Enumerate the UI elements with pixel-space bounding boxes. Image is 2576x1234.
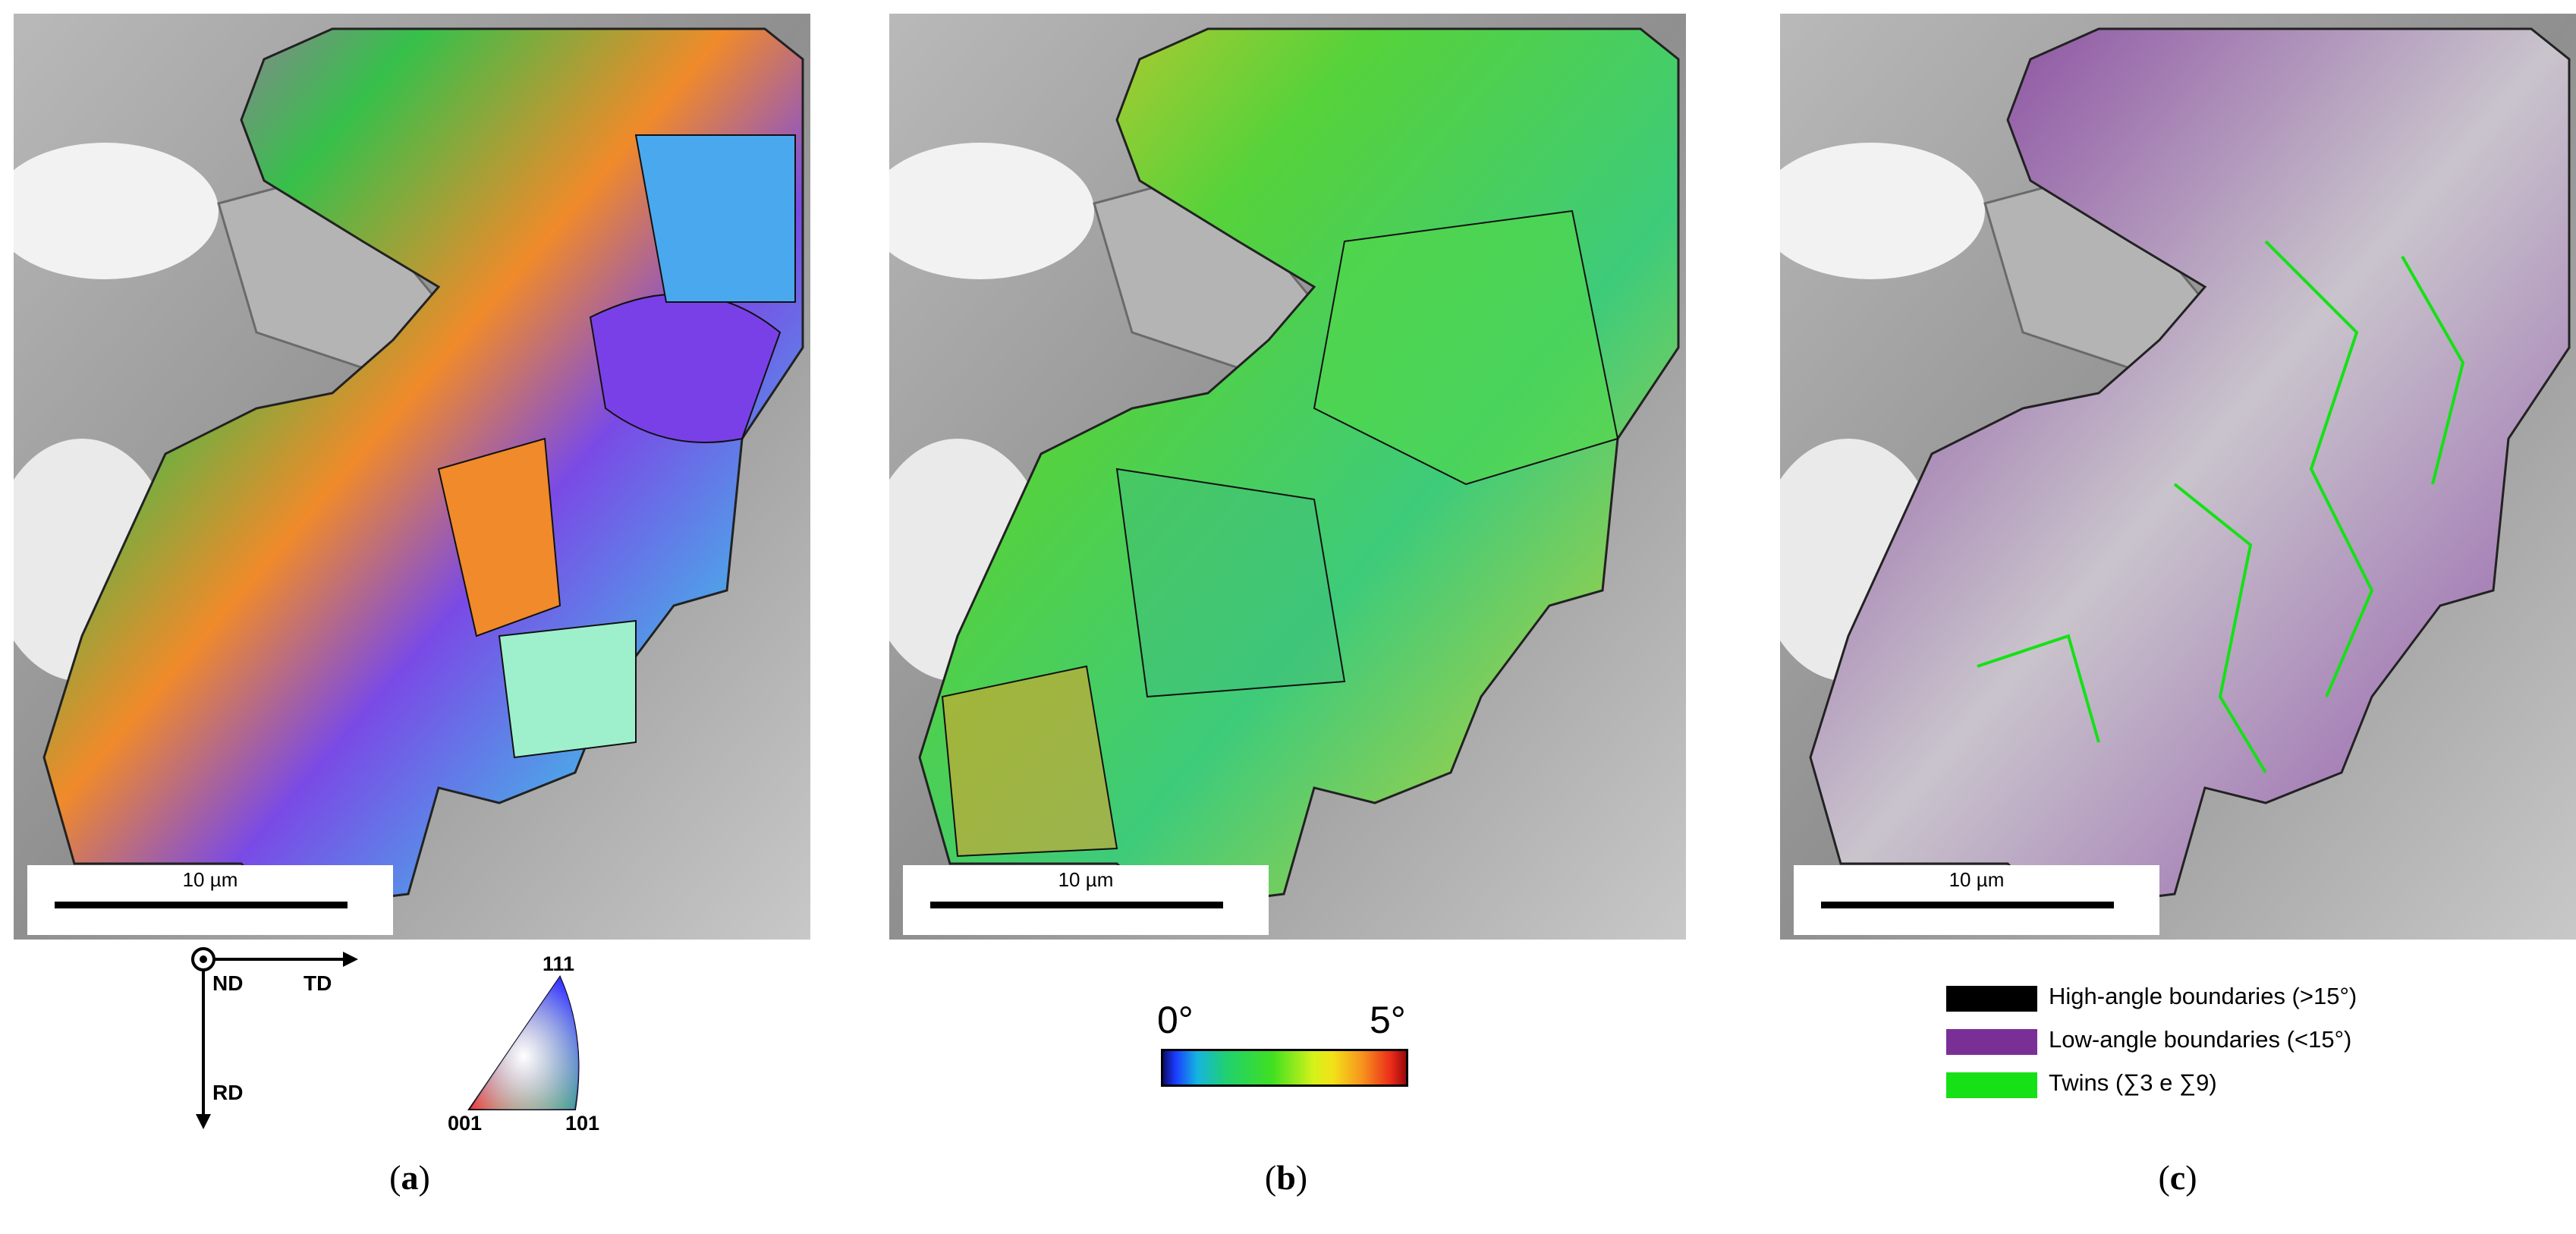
rd-label: RD bbox=[212, 1081, 244, 1104]
kam-color-bar bbox=[1161, 1049, 1408, 1087]
caption-letter: a bbox=[401, 1158, 419, 1197]
boundary-map-panel: 10 µm bbox=[1780, 14, 2576, 940]
legend-swatch bbox=[1946, 1072, 2037, 1098]
legend-label: High-angle boundaries (>15°) bbox=[2049, 983, 2357, 1009]
ipf-label-001: 001 bbox=[448, 1112, 483, 1135]
scale-bar-line bbox=[930, 902, 1223, 908]
kam-color-legend: 0° 5° bbox=[1157, 998, 1415, 1087]
caption-a: (a) bbox=[334, 1157, 486, 1198]
ipf-map-image bbox=[14, 14, 810, 940]
scale-bar-line bbox=[1821, 902, 2114, 908]
scale-bar-label: 10 µm bbox=[182, 868, 238, 891]
caption-paren-close: ) bbox=[1295, 1158, 1308, 1197]
kam-map-image bbox=[889, 14, 1686, 940]
sample-axes-arrows bbox=[191, 947, 358, 1129]
ipf-triangle bbox=[467, 974, 580, 1110]
kam-min-label: 0° bbox=[1157, 999, 1194, 1041]
scale-bar: 10 µm bbox=[1794, 865, 2159, 935]
scale-bar: 10 µm bbox=[903, 865, 1269, 935]
legend-label: Twins (∑3 e ∑9) bbox=[2049, 1069, 2217, 1096]
scale-bar-label: 10 µm bbox=[1949, 868, 2005, 891]
boundary-map-image bbox=[1780, 14, 2576, 940]
boundary-legend: High-angle boundaries (>15°) Low-angle b… bbox=[1946, 983, 2523, 1112]
ipf-color-key: 111 001 101 bbox=[448, 952, 599, 1135]
nd-label: ND bbox=[212, 971, 244, 995]
td-label: TD bbox=[304, 971, 332, 995]
caption-paren-open: ( bbox=[1264, 1158, 1277, 1197]
kam-max-label: 5° bbox=[1370, 999, 1406, 1041]
scale-bar: 10 µm bbox=[27, 865, 393, 935]
ipf-label-101: 101 bbox=[565, 1112, 600, 1135]
legend-swatch bbox=[1946, 986, 2037, 1012]
ipf-map-panel: 10 µm bbox=[14, 14, 810, 940]
caption-letter: b bbox=[1276, 1158, 1296, 1197]
sample-axes: ND TD RD bbox=[167, 933, 364, 1138]
caption-paren-open: ( bbox=[2158, 1158, 2170, 1197]
caption-paren-open: ( bbox=[389, 1158, 401, 1197]
legend-swatch bbox=[1946, 1029, 2037, 1055]
caption-c: (c) bbox=[2102, 1157, 2254, 1198]
legend-label: Low-angle boundaries (<15°) bbox=[2049, 1026, 2352, 1053]
caption-paren-close: ) bbox=[418, 1158, 430, 1197]
caption-b: (b) bbox=[1210, 1157, 1362, 1198]
ipf-label-111: 111 bbox=[543, 952, 575, 975]
caption-letter: c bbox=[2169, 1158, 2186, 1197]
scale-bar-line bbox=[55, 902, 348, 908]
caption-paren-close: ) bbox=[2185, 1158, 2197, 1197]
scale-bar-label: 10 µm bbox=[1058, 868, 1114, 891]
kam-map-panel: 10 µm bbox=[889, 14, 1686, 940]
